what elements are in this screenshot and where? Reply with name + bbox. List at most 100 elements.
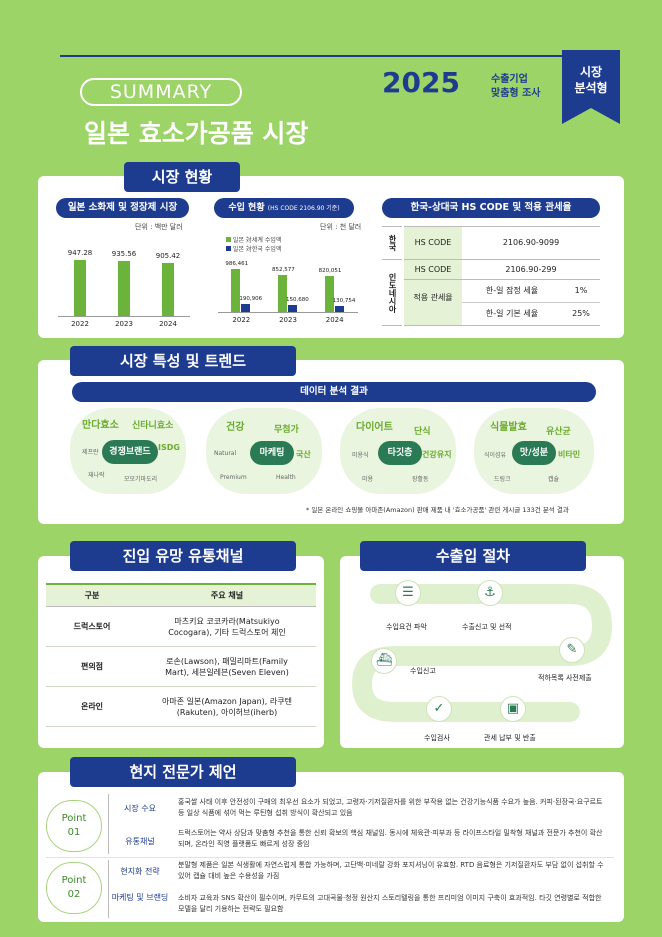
ribbon-bookmark: 시장 분석형: [562, 50, 620, 124]
chart1-pill: 일본 소화제 및 정장제 시장: [56, 198, 189, 218]
step-label: 수입신고: [410, 667, 436, 675]
cluster-center: 경쟁브랜드: [102, 440, 158, 464]
cluster-center: 마케팅: [250, 441, 294, 465]
market-bar: [118, 260, 130, 316]
hs-indo-label: HS CODE: [404, 260, 462, 280]
chart2-pill: 수입 현황 (HS CODE 2106.90 기준): [214, 198, 354, 218]
kw-small: 재나락: [88, 472, 105, 479]
step-label: 관세 납부 및 반출: [484, 734, 536, 742]
data-analysis-pill: 데이터 분석 결과: [72, 382, 596, 402]
market-bar: [162, 262, 174, 316]
chart2-axis: [218, 312, 358, 313]
package-icon: ▣: [500, 696, 526, 722]
kw-small: 식이섬유: [484, 452, 507, 459]
tariff-row-1-value: 1%: [562, 280, 600, 303]
channel-header-type: 구분: [84, 591, 100, 600]
procedure-path: [351, 584, 613, 722]
expert-title: 현지 전문가 제언: [70, 757, 296, 787]
ribbon-text-1: 시장: [579, 65, 603, 79]
kw: 국산: [296, 450, 311, 459]
kw-small: Premium: [220, 474, 247, 481]
import-bar-value: 852,577: [272, 266, 295, 273]
import-bar-value: 190,906: [239, 295, 263, 302]
import-bar-value: 986,461: [225, 260, 249, 267]
page-title: 일본 효소가공품 시장: [84, 119, 309, 148]
chart2-area: 986,461 190,906 2022 852,577 150,680 2023 820,…: [218, 258, 358, 324]
legend-world-swatch: [226, 237, 231, 242]
step-label: 수출신고 및 선적: [462, 623, 512, 631]
kw: 다이어트: [356, 422, 393, 433]
channel-header-channel: 주요 채널: [210, 591, 244, 600]
market-bar: [74, 260, 86, 316]
market-bar-value: 905.42: [155, 251, 181, 260]
kw: 만다효소: [82, 420, 119, 431]
market-tick-label: 2024: [159, 320, 177, 328]
point-num: 01: [67, 827, 81, 838]
hs-korea-code: 2106.90-9099: [462, 226, 600, 260]
kw-small: 캡슐: [548, 476, 560, 483]
channel-name: 마츠키요 코코카라(Matsukiyo Cocogara), 기타 드럭스토어 …: [168, 616, 286, 637]
inspection-icon: ✓: [426, 696, 452, 722]
channel-type: 편의점: [80, 662, 104, 671]
kw: ISDG: [158, 443, 180, 452]
market-tick-label: 2023: [115, 320, 133, 328]
header-sub2: 맞춤형 조사: [491, 88, 541, 99]
chart1-unit: 단위 : 백만 달러: [135, 223, 183, 231]
legend-world: 일본 対세계 수입액: [226, 236, 281, 245]
import-korea-bar: [288, 305, 297, 312]
hs-indo-code: 2106.90-299: [462, 260, 600, 280]
channel-type: 드럭스토어: [73, 622, 111, 631]
cluster-center: 타깃층: [378, 441, 422, 465]
import-korea-bar: [334, 306, 344, 312]
header-sub1: 수출기업: [491, 74, 528, 85]
point-num: 02: [67, 889, 81, 900]
kw-small: 미용: [362, 476, 374, 483]
tariff-label: 적용 관세율: [404, 280, 462, 326]
import-bar-value: 150,680: [286, 297, 309, 304]
hs-table: 한국 인도네시아 HS CODE 2106.90-9099 HS CODE 21…: [382, 226, 600, 326]
kw-small: 제프란: [82, 449, 99, 456]
tariff-row-2-label: 한-일 기본 세율: [462, 303, 562, 326]
channel-title: 진입 유망 유통채널: [70, 541, 296, 571]
kw-small: Health: [276, 474, 296, 481]
import-world-bar: [278, 274, 287, 312]
step-label: 수입검사: [424, 734, 450, 742]
hs-country-korea: 한국: [382, 226, 402, 260]
market-status-title: 시장 현황: [124, 162, 240, 192]
point-01-badge: Point 01: [46, 800, 102, 852]
expert-item-text: 소비자 교육과 SNS 확산이 필수이며, 카무트의 고대곡물·청정 원산지 스…: [178, 894, 602, 913]
expert-item-head: 현지화 전략: [120, 867, 160, 876]
trend-title: 시장 특성 및 트렌드: [70, 346, 296, 376]
import-bar-value: 130,754: [332, 298, 356, 305]
procedure-title: 수출입 절차: [360, 541, 586, 571]
kw-small: 미용식: [352, 452, 369, 459]
channel-name: 로손(Lawson), 패밀리마트(Family Mart), 세븐일레븐(Se…: [165, 656, 289, 677]
kw: 비타민: [558, 450, 581, 459]
kw: 건강: [226, 422, 245, 433]
kw: 식물발효: [490, 422, 527, 433]
channel-name: 아마존 일본(Amazon Japan), 라쿠텐(Rakuten), 아이허브…: [162, 696, 292, 717]
hs-country-indonesia: 인도네시아: [382, 260, 402, 326]
import-bar-value: 820,051: [318, 268, 342, 275]
expert-item-text: 홍국쌀 사태 이후 안전성이 구매의 최우선 요소가 되었고, 고령자·기저질환…: [178, 798, 603, 817]
channel-row: 온라인 아마존 일본(Amazon Japan), 라쿠텐(Rakuten), …: [46, 687, 316, 727]
kw: 단식: [414, 427, 431, 437]
import-tick-label: 2023: [279, 316, 297, 324]
clipboard-icon: ☰: [395, 580, 421, 606]
document-search-icon: ✎: [559, 637, 585, 663]
analysis-note: * 일본 온라인 쇼핑몰 아마존(Amazon) 판매 제품 내 '효소가공품'…: [306, 506, 569, 514]
channel-row: 드럭스토어 마츠키요 코코카라(Matsukiyo Cocogara), 기타 …: [46, 607, 316, 647]
divider: [108, 794, 109, 854]
point-label: Point: [61, 875, 87, 886]
year-label: 2025: [382, 66, 460, 99]
point-separator: [46, 857, 614, 858]
chart2-unit: 단위 : 천 달러: [320, 223, 362, 231]
expert-item-head: 유통채널: [125, 837, 155, 846]
cluster-center: 맛/성분: [512, 441, 556, 465]
point-02-badge: Point 02: [46, 862, 102, 914]
kw-small: 장활동: [412, 476, 429, 483]
chart1-area: 947.28 2022 935.56 2023 905.42 2024: [58, 238, 190, 328]
chart2-pill-title: 수입 현황: [228, 203, 265, 213]
hs-pill: 한국-상대국 HS CODE 및 적용 관세율: [382, 198, 600, 218]
ship-icon: ⛴: [371, 648, 397, 674]
